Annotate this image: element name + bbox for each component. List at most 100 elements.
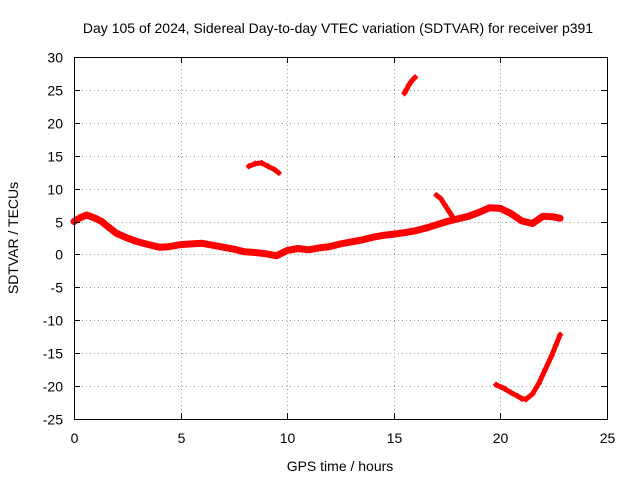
data-point bbox=[433, 221, 440, 228]
x-tick-label: 0 bbox=[71, 430, 79, 446]
data-point bbox=[92, 215, 99, 222]
data-point bbox=[441, 202, 448, 209]
data-point bbox=[401, 90, 408, 97]
data-point bbox=[145, 241, 152, 248]
data-point bbox=[166, 243, 173, 250]
data-point bbox=[465, 213, 472, 220]
data-point bbox=[241, 248, 248, 255]
data-point bbox=[105, 223, 112, 230]
data-point bbox=[294, 245, 301, 252]
data-point bbox=[245, 163, 252, 170]
data-point bbox=[508, 210, 515, 217]
chart-title: Day 105 of 2024, Sidereal Day-to-day VTE… bbox=[83, 20, 593, 36]
data-point bbox=[348, 238, 355, 245]
grid bbox=[74, 57, 607, 419]
data-point bbox=[518, 217, 525, 224]
data-point bbox=[230, 246, 237, 253]
y-axis-label: SDTVAR / TECUs bbox=[5, 182, 21, 294]
data-point bbox=[273, 252, 280, 259]
y-tick-label: 25 bbox=[47, 83, 63, 99]
x-tick-label: 20 bbox=[493, 430, 509, 446]
y-tick-label: 30 bbox=[47, 50, 63, 66]
data-point bbox=[444, 218, 451, 225]
data-point bbox=[77, 214, 84, 221]
data-point bbox=[535, 380, 542, 387]
y-tick-label: 20 bbox=[47, 116, 63, 132]
y-tick-label: 15 bbox=[47, 149, 63, 165]
data-point bbox=[433, 192, 440, 199]
data-point bbox=[124, 235, 131, 241]
data-point bbox=[446, 208, 453, 215]
data-point bbox=[390, 231, 397, 238]
data-point bbox=[98, 218, 105, 225]
data-point bbox=[437, 195, 444, 202]
x-tick-label: 10 bbox=[280, 430, 296, 446]
y-tick-label: -25 bbox=[43, 412, 63, 428]
data-point bbox=[514, 392, 521, 399]
data-point bbox=[529, 220, 536, 227]
data-point bbox=[542, 366, 549, 373]
data-point bbox=[493, 381, 500, 388]
data-point bbox=[557, 215, 564, 222]
data-point bbox=[337, 240, 344, 247]
data-point bbox=[156, 244, 163, 251]
data-point bbox=[508, 389, 515, 396]
x-tick-label: 15 bbox=[387, 430, 403, 446]
data-point bbox=[209, 242, 216, 249]
data-point bbox=[113, 230, 120, 237]
series-line-segment-20-23h bbox=[493, 332, 563, 402]
data-point bbox=[252, 249, 259, 256]
data-point bbox=[358, 236, 365, 243]
y-tick-label: -20 bbox=[43, 379, 63, 395]
data-point bbox=[529, 390, 536, 397]
data-point bbox=[412, 74, 419, 81]
data-point bbox=[284, 247, 291, 254]
data-point bbox=[380, 232, 387, 239]
data-point bbox=[316, 244, 323, 251]
data-point bbox=[497, 205, 504, 212]
data-traces bbox=[70, 74, 564, 403]
x-tick-label: 5 bbox=[178, 430, 186, 446]
data-point bbox=[557, 331, 564, 338]
data-point bbox=[198, 240, 205, 247]
x-tick-label: 25 bbox=[600, 430, 616, 446]
data-point bbox=[552, 342, 559, 349]
data-point bbox=[326, 243, 333, 250]
data-point bbox=[83, 211, 90, 218]
y-tick-label: -5 bbox=[51, 280, 64, 296]
data-point bbox=[450, 215, 457, 222]
data-point bbox=[252, 160, 259, 167]
data-point bbox=[476, 209, 483, 216]
data-point bbox=[540, 213, 547, 220]
data-point bbox=[262, 250, 269, 257]
data-point bbox=[305, 246, 312, 253]
y-tick-labels: 30 25 20 15 10 5 0 -5 -10 -15 -20 -25 bbox=[43, 50, 63, 428]
data-point bbox=[422, 225, 429, 232]
y-tick-label: -10 bbox=[43, 313, 63, 329]
x-tick-labels: 0 5 10 15 20 25 bbox=[71, 430, 616, 446]
data-point bbox=[220, 244, 227, 251]
data-point bbox=[522, 396, 529, 403]
data-point bbox=[486, 204, 493, 211]
data-point bbox=[369, 234, 376, 241]
data-point bbox=[403, 86, 410, 93]
data-point bbox=[188, 240, 195, 247]
y-tick-label: 5 bbox=[55, 215, 63, 231]
data-point bbox=[265, 163, 272, 170]
data-point bbox=[548, 352, 555, 359]
y-tick-label: 10 bbox=[47, 182, 63, 198]
data-point bbox=[412, 227, 419, 234]
data-point bbox=[501, 385, 508, 392]
data-point bbox=[271, 166, 278, 173]
data-point bbox=[134, 238, 141, 245]
data-point bbox=[405, 82, 412, 89]
data-point bbox=[258, 159, 265, 166]
data-point bbox=[177, 241, 184, 248]
x-axis-label: GPS time / hours bbox=[287, 458, 394, 474]
data-point bbox=[401, 229, 408, 236]
y-tick-label: 0 bbox=[55, 247, 63, 263]
plot-frame bbox=[74, 57, 608, 420]
data-point bbox=[275, 169, 282, 176]
data-point bbox=[550, 213, 557, 220]
